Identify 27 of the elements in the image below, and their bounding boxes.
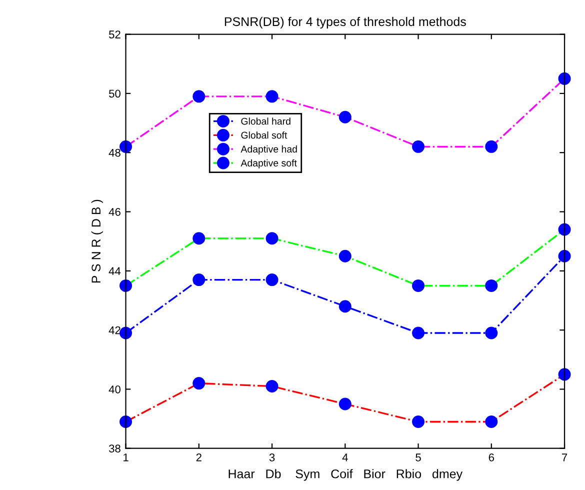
y-tick-label: 44 bbox=[108, 267, 121, 275]
y-tick-label: 42 bbox=[108, 326, 120, 334]
y-tick-label: 48 bbox=[108, 148, 120, 157]
legend-label: Adaptive soft bbox=[240, 159, 297, 168]
y-tick-label: 52 bbox=[109, 30, 120, 38]
y-tick-label: 50 bbox=[109, 90, 120, 98]
x-tick-label: 4 bbox=[342, 454, 348, 462]
chart-title: PSNR(DB) for 4 types of threshold methods bbox=[224, 16, 466, 29]
legend-label: Adaptive had bbox=[240, 145, 297, 154]
legend-label: Global hard bbox=[241, 118, 290, 125]
y-axis-title: P S N R ( D B ) bbox=[91, 200, 103, 283]
x-tick-label: 5 bbox=[416, 454, 421, 462]
point bbox=[485, 326, 498, 340]
point bbox=[266, 274, 278, 286]
legend-label: Global soft bbox=[241, 132, 288, 139]
x-tick-label: 7 bbox=[562, 454, 568, 462]
x-tick-label: 6 bbox=[488, 454, 494, 462]
point bbox=[338, 300, 352, 313]
x-tick-label: 1 bbox=[124, 454, 128, 462]
y-tick-label: 46 bbox=[108, 208, 120, 216]
x-tick-label: 3 bbox=[269, 454, 275, 462]
x-axis-title: Haar Db Sym Coif Bior Rbio dmey bbox=[228, 469, 463, 481]
point bbox=[192, 274, 206, 286]
x-tick-label: 2 bbox=[196, 454, 202, 462]
y-tick-label: 38 bbox=[108, 444, 120, 452]
point bbox=[412, 326, 425, 340]
y-tick-label: 40 bbox=[108, 385, 120, 394]
